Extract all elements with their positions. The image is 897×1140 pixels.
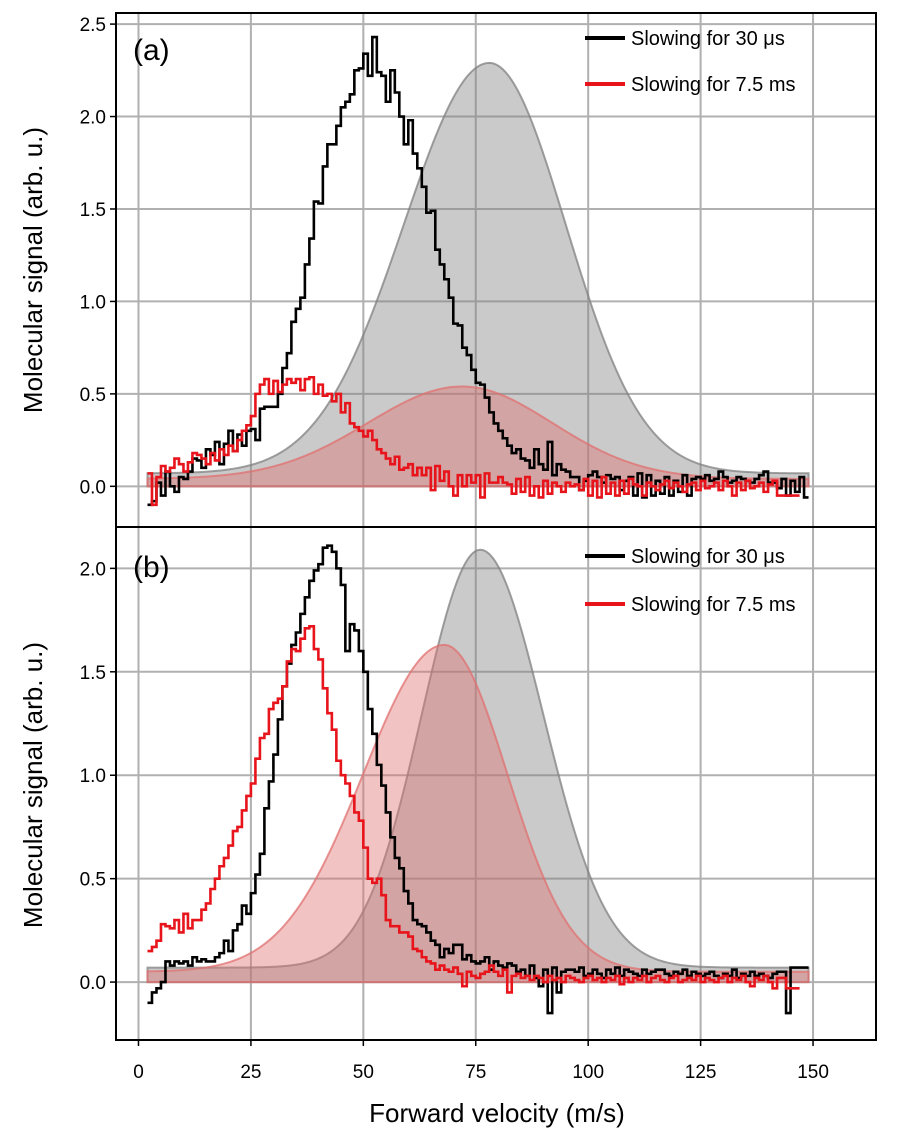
- panel-a-label: (a): [133, 34, 170, 67]
- x-axis-label: Forward velocity (m/s): [369, 1098, 625, 1128]
- panel-a-y-axis-label: Molecular signal (arb. u.): [18, 127, 48, 413]
- legend-label-7-5ms: Slowing for 7.5 ms: [631, 74, 796, 96]
- y-tick-label: 1.5: [80, 663, 106, 684]
- panel-a-data-steps: [147, 35, 809, 507]
- y-tick-label: 1.0: [80, 292, 106, 313]
- y-tick-label: 2.5: [80, 15, 106, 36]
- x-tick-label: 150: [797, 1062, 829, 1083]
- panel-a-legend: Slowing for 30 μs Slowing for 7.5 ms: [585, 28, 796, 96]
- data-step-30us: [147, 544, 809, 1015]
- panel-a-y-ticks: 0.0 0.5 1.0 1.5 2.0 2.5: [80, 15, 116, 498]
- panel-b: 0.0 0.5 1.0 1.5 2.0 (b) Slowing for 30 μs Sl…: [18, 526, 877, 1041]
- y-tick-label: 0.0: [80, 477, 106, 498]
- y-tick-label: 1.5: [80, 200, 106, 221]
- y-tick-label: 0.5: [80, 385, 106, 406]
- panel-b-label: (b): [133, 551, 170, 584]
- legend-label-30us: Slowing for 30 μs: [631, 28, 785, 50]
- y-tick-label: 1.0: [80, 766, 106, 787]
- panel-b-data-steps: [147, 544, 809, 1015]
- x-axis-ticks: 0 25 50 75 100 125 150: [133, 1040, 829, 1083]
- x-tick-label: 75: [465, 1062, 486, 1083]
- y-tick-label: 2.0: [80, 559, 106, 580]
- panel-b-frame: [115, 526, 877, 1041]
- data-step-7-5ms: [147, 624, 800, 994]
- fit-fill-30us: [146, 548, 810, 984]
- y-tick-label: 0.0: [80, 973, 106, 994]
- fit-fill-7-5ms: [146, 643, 810, 984]
- legend-label-7-5ms: Slowing for 7.5 ms: [631, 594, 796, 616]
- y-tick-label: 0.5: [80, 870, 106, 891]
- x-tick-label: 50: [353, 1062, 374, 1083]
- x-tick-label: 100: [572, 1062, 604, 1083]
- panel-b-fit-fills: [146, 548, 810, 984]
- x-tick-label: 125: [685, 1062, 717, 1083]
- panel-b-y-axis-label: Molecular signal (arb. u.): [18, 642, 48, 928]
- y-tick-label: 2.0: [80, 108, 106, 129]
- panel-b-y-ticks: 0.0 0.5 1.0 1.5 2.0: [80, 559, 116, 994]
- fit-fill-30us: [146, 61, 810, 488]
- x-tick-label: 25: [240, 1062, 261, 1083]
- legend-label-30us: Slowing for 30 μs: [631, 546, 785, 568]
- panel-b-legend: Slowing for 30 μs Slowing for 7.5 ms: [585, 546, 796, 616]
- data-step-30us: [147, 35, 809, 507]
- panel-a: 0.0 0.5 1.0 1.5 2.0 2.5 (a) Slowing for 30 μs…: [18, 12, 877, 528]
- data-step-7-5ms: [147, 375, 800, 507]
- x-tick-label: 0: [133, 1062, 144, 1083]
